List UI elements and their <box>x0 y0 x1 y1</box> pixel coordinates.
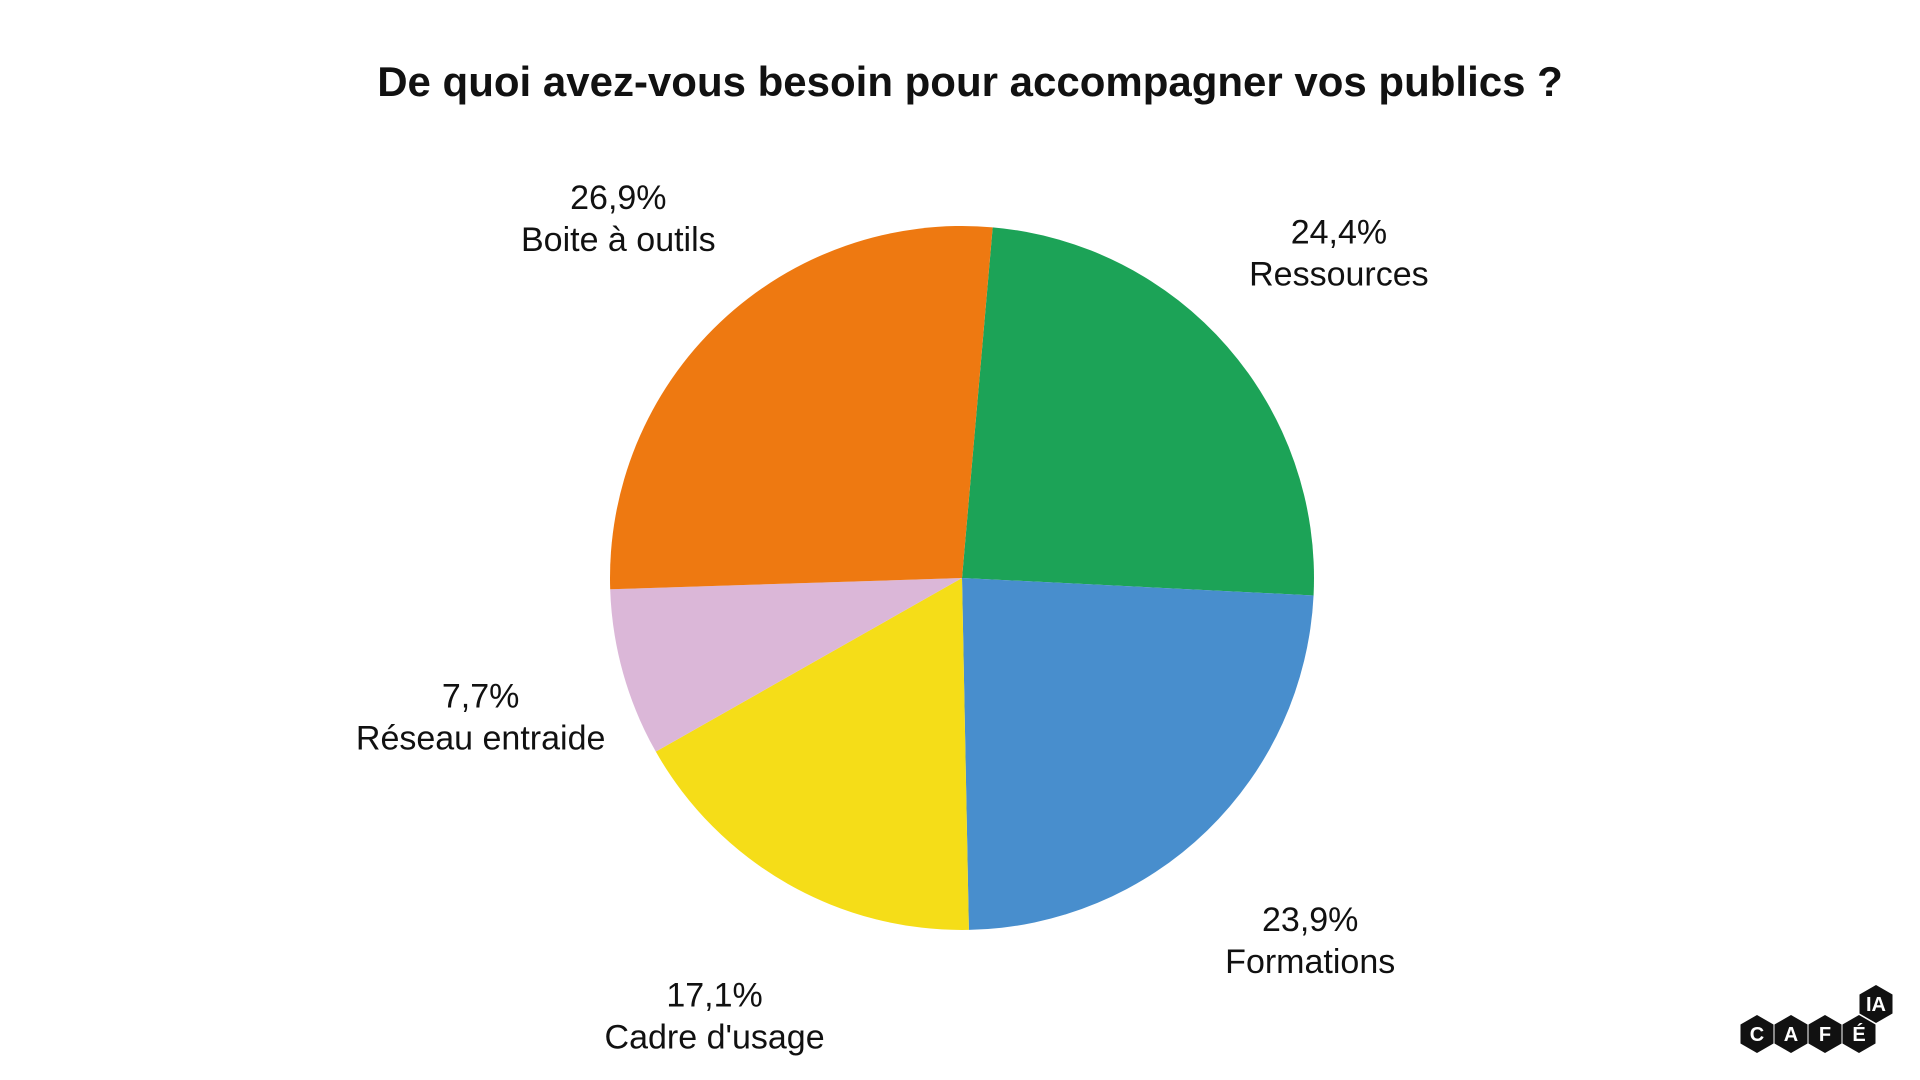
slice-value-label: 17,1% <box>666 976 762 1014</box>
pie-label-reseau-entraide: 7,7% Réseau entraide <box>356 677 606 757</box>
pie-labels: 24,4% Ressources 23,9% Formations 17,1% Cadre… <box>356 179 1429 1057</box>
logo-letter: A <box>1784 1024 1798 1046</box>
pie-slices <box>610 226 1314 930</box>
slice-category-label: Ressources <box>1249 255 1429 293</box>
logo-letter: C <box>1750 1024 1764 1046</box>
slice-category-label: Réseau entraide <box>356 719 606 757</box>
logo-hexagon <box>1740 1015 1774 1053</box>
pie-label-ressources: 24,4% Ressources <box>1249 213 1429 293</box>
logo-hexagon <box>1842 1015 1876 1053</box>
pie-slice-formations <box>962 578 1314 930</box>
pie-slice-ressources <box>962 227 1314 596</box>
slice-category-label: Formations <box>1225 943 1395 981</box>
pie-label-cadre-d-usage: 17,1% Cadre d'usage <box>605 976 825 1056</box>
slice-value-label: 24,4% <box>1291 213 1387 251</box>
logo-hexagon <box>1808 1015 1842 1053</box>
chart-title: De quoi avez-vous besoin pour accompagne… <box>377 58 1563 105</box>
pie-slice-boite-a-outils <box>610 226 993 590</box>
logo-letter: F <box>1819 1024 1831 1046</box>
pie-label-boite-a-outils: 26,9% Boite à outils <box>521 179 716 259</box>
logo-badge-text: IA <box>1866 994 1886 1016</box>
slice-category-label: Cadre d'usage <box>605 1018 825 1056</box>
slice-category-label: Boite à outils <box>521 221 716 259</box>
logo-badge-hexagon <box>1859 985 1893 1023</box>
slice-value-label: 26,9% <box>570 179 666 217</box>
pie-slice-cadre-d-usage <box>655 578 969 930</box>
slice-value-label: 7,7% <box>442 677 520 715</box>
cafe-ia-logo: C A F ÉIA <box>1740 985 1893 1053</box>
pie-slice-reseau-entraide <box>610 578 962 752</box>
logo-letter: É <box>1852 1023 1865 1046</box>
slice-value-label: 23,9% <box>1262 901 1358 939</box>
logo-hexagon <box>1774 1015 1808 1053</box>
pie-label-formations: 23,9% Formations <box>1225 901 1395 981</box>
